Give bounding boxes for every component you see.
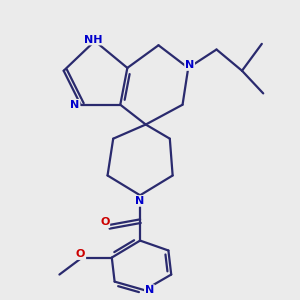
Text: O: O <box>76 249 85 259</box>
Text: N: N <box>70 100 80 110</box>
Text: N: N <box>136 196 145 206</box>
Text: N: N <box>185 60 194 70</box>
Text: N: N <box>145 285 154 295</box>
Text: NH: NH <box>84 34 103 45</box>
Text: O: O <box>100 217 110 227</box>
